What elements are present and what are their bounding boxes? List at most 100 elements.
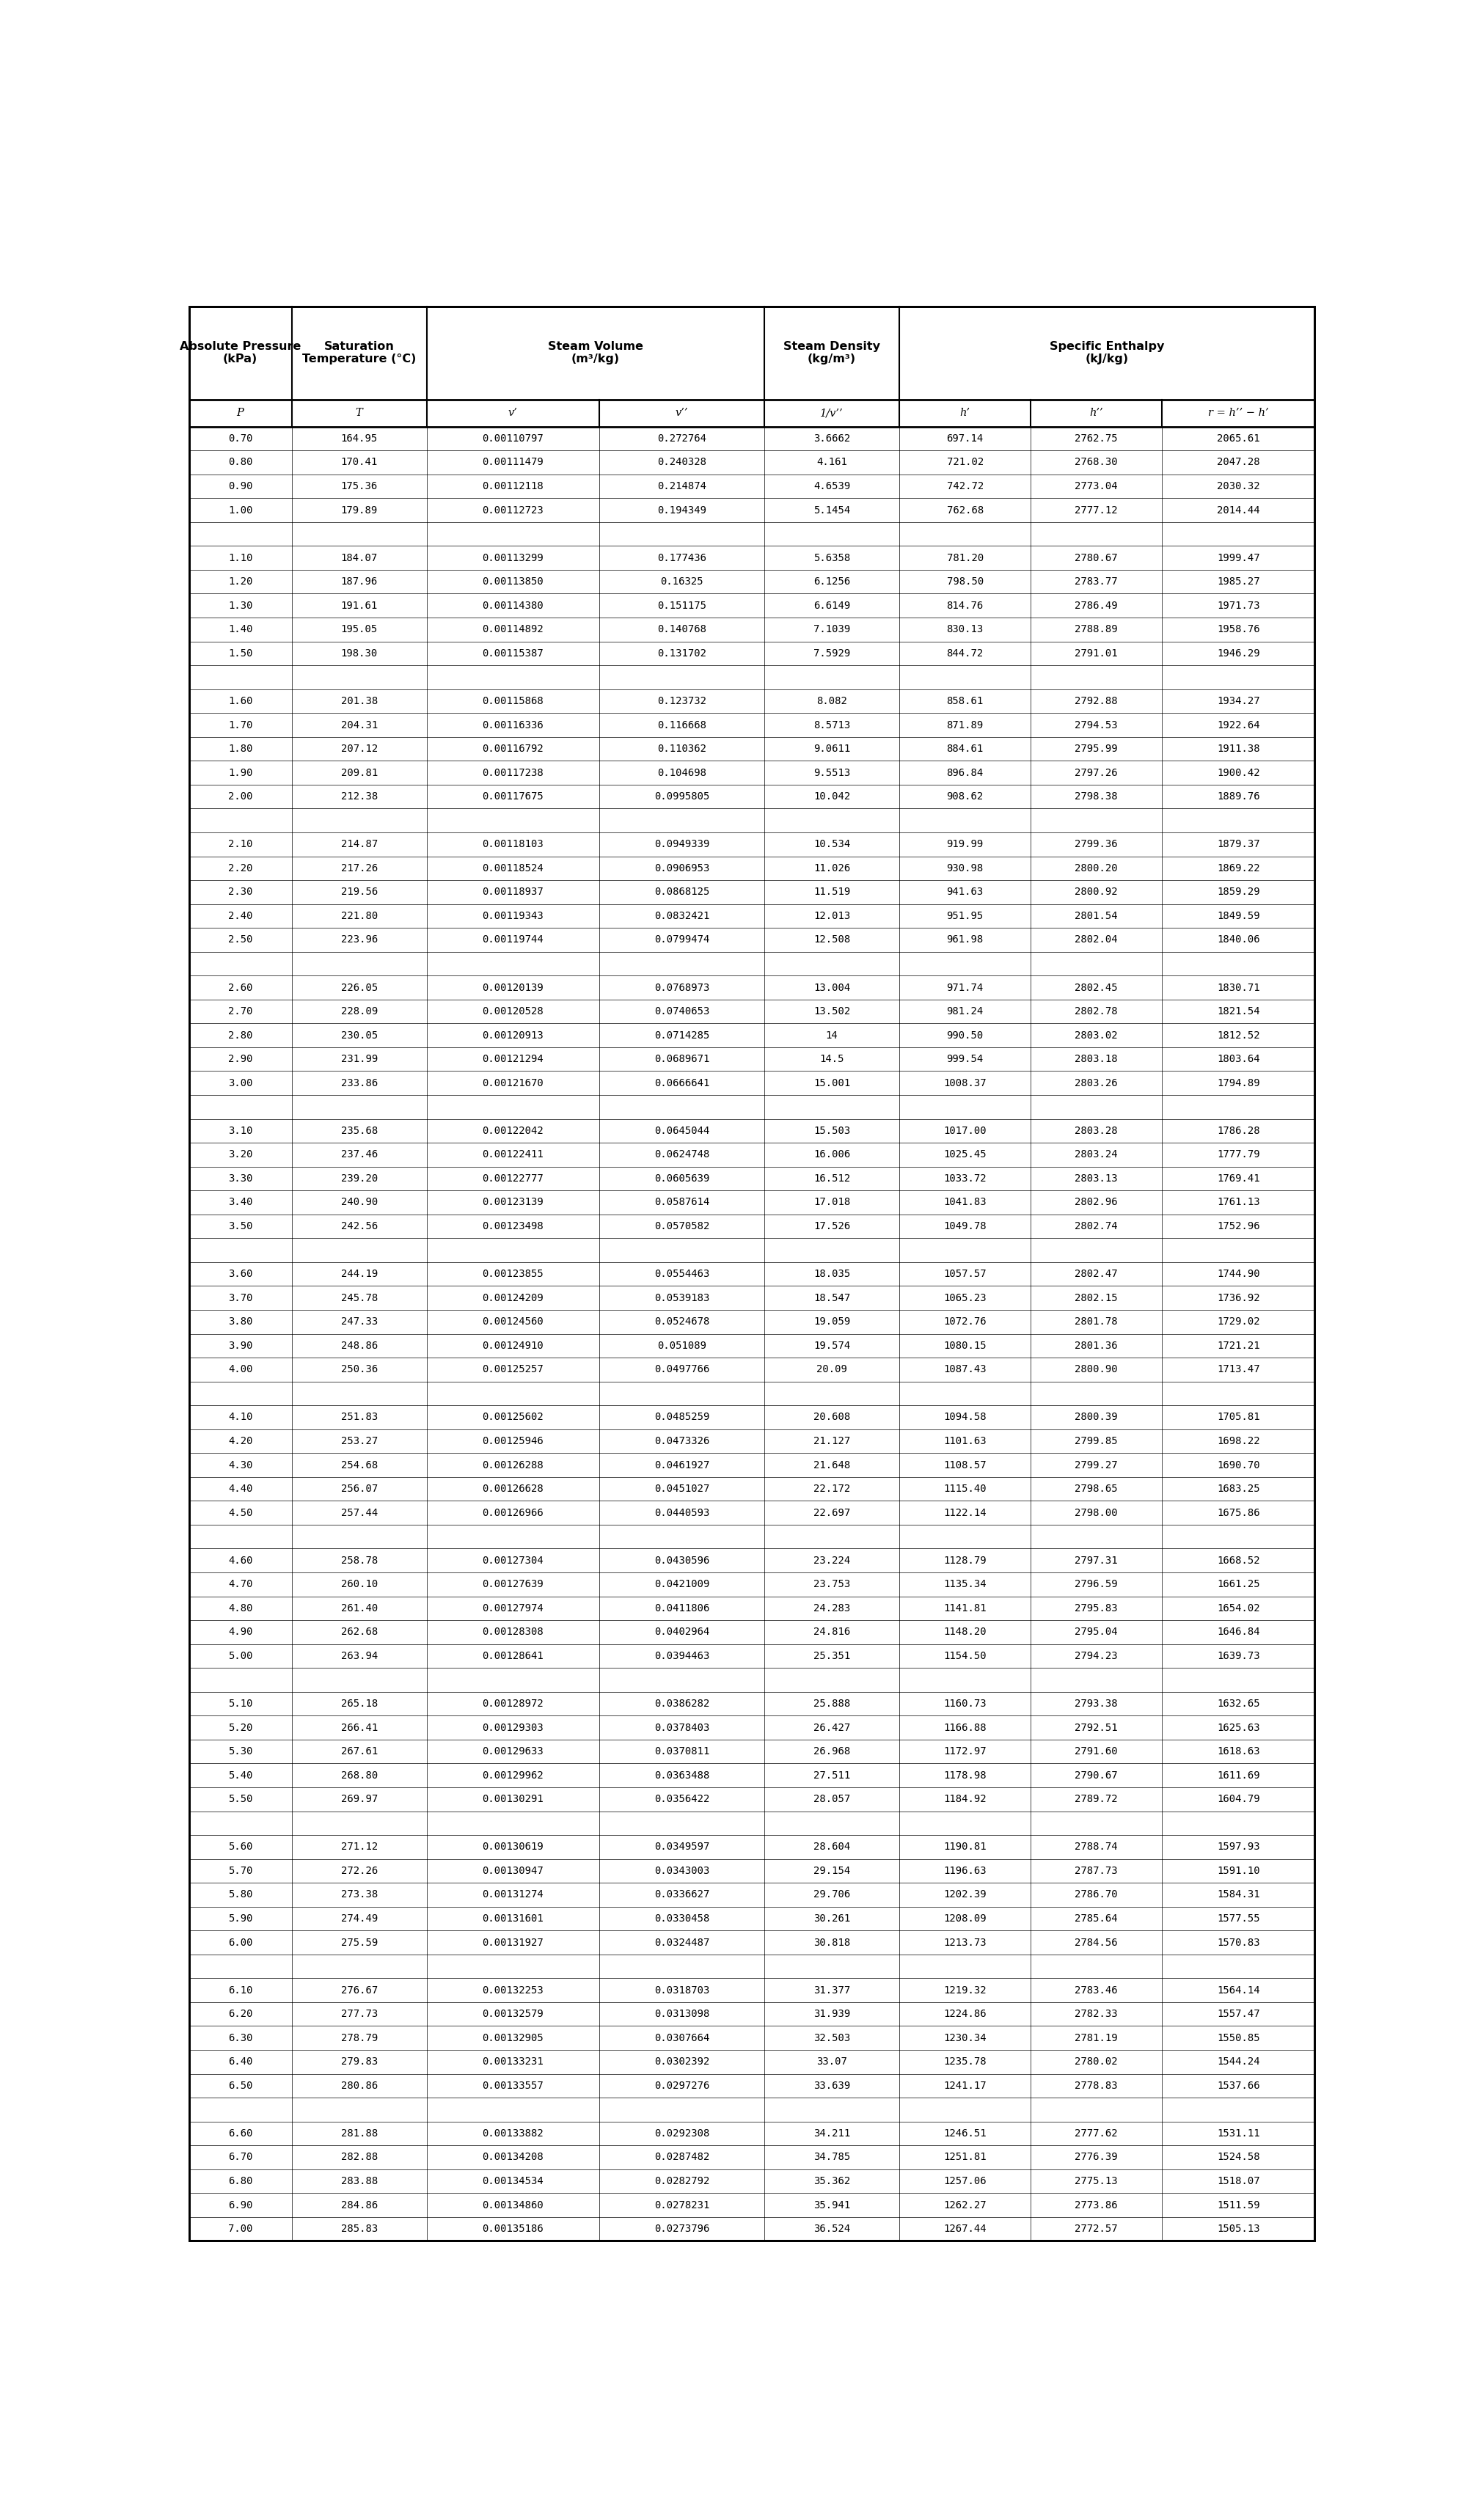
Text: 0.00134534: 0.00134534 — [483, 2177, 544, 2187]
Text: 1230.34: 1230.34 — [943, 2034, 987, 2044]
Text: 2801.54: 2801.54 — [1075, 910, 1118, 922]
Text: 1033.72: 1033.72 — [943, 1174, 987, 1184]
Text: 15.001: 15.001 — [813, 1079, 851, 1089]
Text: 0.123732: 0.123732 — [657, 696, 707, 706]
Text: 1830.71: 1830.71 — [1216, 983, 1260, 993]
Text: 0.0313098: 0.0313098 — [654, 2008, 710, 2019]
Text: 195.05: 195.05 — [340, 625, 377, 635]
Text: 245.78: 245.78 — [340, 1293, 377, 1303]
Text: 0.116668: 0.116668 — [657, 721, 707, 731]
Text: 0.00113850: 0.00113850 — [483, 577, 544, 587]
Text: 1178.98: 1178.98 — [943, 1769, 987, 1782]
Text: 35.362: 35.362 — [813, 2177, 851, 2187]
Text: 2783.77: 2783.77 — [1075, 577, 1118, 587]
Text: 0.00112723: 0.00112723 — [483, 504, 544, 514]
Text: 179.89: 179.89 — [340, 504, 377, 514]
Text: 0.00117238: 0.00117238 — [483, 769, 544, 779]
Text: 0.0587614: 0.0587614 — [654, 1197, 710, 1207]
Text: 16.512: 16.512 — [813, 1174, 851, 1184]
Text: 0.00130947: 0.00130947 — [483, 1865, 544, 1875]
Text: 0.00121294: 0.00121294 — [483, 1053, 544, 1063]
Text: 0.00132579: 0.00132579 — [483, 2008, 544, 2019]
Text: 1057.57: 1057.57 — [943, 1270, 987, 1280]
Text: 11.026: 11.026 — [813, 862, 851, 874]
Text: 228.09: 228.09 — [340, 1005, 377, 1016]
Text: 0.0402964: 0.0402964 — [654, 1628, 710, 1638]
Text: 1080.15: 1080.15 — [943, 1341, 987, 1351]
Text: 247.33: 247.33 — [340, 1315, 377, 1328]
Text: 282.88: 282.88 — [340, 2152, 377, 2162]
Text: 17.526: 17.526 — [813, 1222, 851, 1232]
Text: 0.00111479: 0.00111479 — [483, 456, 544, 469]
Text: 1041.83: 1041.83 — [943, 1197, 987, 1207]
Text: 1769.41: 1769.41 — [1216, 1174, 1260, 1184]
Text: 250.36: 250.36 — [340, 1363, 377, 1376]
Text: 2794.23: 2794.23 — [1075, 1651, 1118, 1661]
Text: 251.83: 251.83 — [340, 1411, 377, 1421]
Text: 781.20: 781.20 — [946, 552, 983, 562]
Text: 30.261: 30.261 — [813, 1913, 851, 1923]
Text: 272.26: 272.26 — [340, 1865, 377, 1875]
Text: Saturation
Temperature (°C): Saturation Temperature (°C) — [302, 340, 417, 365]
Text: 2800.20: 2800.20 — [1075, 862, 1118, 874]
Text: 1777.79: 1777.79 — [1216, 1149, 1260, 1159]
Text: 0.110362: 0.110362 — [657, 743, 707, 753]
Text: 1065.23: 1065.23 — [943, 1293, 987, 1303]
Text: 0.0411806: 0.0411806 — [654, 1603, 710, 1613]
Text: 2793.38: 2793.38 — [1075, 1698, 1118, 1709]
Text: 2800.39: 2800.39 — [1075, 1411, 1118, 1421]
Text: 201.38: 201.38 — [340, 696, 377, 706]
Text: 4.90: 4.90 — [227, 1628, 252, 1638]
Text: 239.20: 239.20 — [340, 1174, 377, 1184]
Text: 198.30: 198.30 — [340, 648, 377, 658]
Text: 2797.26: 2797.26 — [1075, 769, 1118, 779]
Text: 2799.85: 2799.85 — [1075, 1436, 1118, 1446]
Text: 14.5: 14.5 — [820, 1053, 844, 1063]
Text: 20.608: 20.608 — [813, 1411, 851, 1421]
Text: 0.00112118: 0.00112118 — [483, 481, 544, 491]
Text: 1584.31: 1584.31 — [1216, 1890, 1260, 1900]
Text: 1190.81: 1190.81 — [943, 1842, 987, 1852]
Text: 280.86: 280.86 — [340, 2082, 377, 2092]
Text: 0.00115387: 0.00115387 — [483, 648, 544, 658]
Text: 2801.78: 2801.78 — [1075, 1315, 1118, 1328]
Text: 2800.90: 2800.90 — [1075, 1363, 1118, 1376]
Text: 1008.37: 1008.37 — [943, 1079, 987, 1089]
Text: 4.30: 4.30 — [227, 1459, 252, 1469]
Text: 2789.72: 2789.72 — [1075, 1794, 1118, 1804]
Text: 0.00130619: 0.00130619 — [483, 1842, 544, 1852]
Text: 248.86: 248.86 — [340, 1341, 377, 1351]
Text: 258.78: 258.78 — [340, 1555, 377, 1565]
Text: 24.816: 24.816 — [813, 1628, 851, 1638]
Text: 4.161: 4.161 — [817, 456, 848, 469]
Text: 256.07: 256.07 — [340, 1484, 377, 1494]
Text: 273.38: 273.38 — [340, 1890, 377, 1900]
Text: 262.68: 262.68 — [340, 1628, 377, 1638]
Text: 28.057: 28.057 — [813, 1794, 851, 1804]
Text: 0.0287482: 0.0287482 — [654, 2152, 710, 2162]
Text: 1.20: 1.20 — [227, 577, 252, 587]
Text: 1752.96: 1752.96 — [1216, 1222, 1260, 1232]
Text: 2803.28: 2803.28 — [1075, 1126, 1118, 1137]
Text: 0.0524678: 0.0524678 — [654, 1315, 710, 1328]
Text: 2795.83: 2795.83 — [1075, 1603, 1118, 1613]
Text: 0.00116336: 0.00116336 — [483, 721, 544, 731]
Text: 253.27: 253.27 — [340, 1436, 377, 1446]
Text: 1639.73: 1639.73 — [1216, 1651, 1260, 1661]
Text: 0.00127639: 0.00127639 — [483, 1580, 544, 1590]
Text: 2792.88: 2792.88 — [1075, 696, 1118, 706]
Text: 2795.99: 2795.99 — [1075, 743, 1118, 753]
Text: 1999.47: 1999.47 — [1216, 552, 1260, 562]
Text: 0.00124910: 0.00124910 — [483, 1341, 544, 1351]
Text: 237.46: 237.46 — [340, 1149, 377, 1159]
Text: 0.00128641: 0.00128641 — [483, 1651, 544, 1661]
Text: 7.00: 7.00 — [227, 2223, 252, 2235]
Text: 5.20: 5.20 — [227, 1724, 252, 1734]
Text: 0.00126288: 0.00126288 — [483, 1459, 544, 1469]
Text: 0.70: 0.70 — [227, 433, 252, 444]
Text: 1128.79: 1128.79 — [943, 1555, 987, 1565]
Text: 1611.69: 1611.69 — [1216, 1769, 1260, 1782]
Text: 5.60: 5.60 — [227, 1842, 252, 1852]
Text: 1154.50: 1154.50 — [943, 1651, 987, 1661]
Text: 0.0689671: 0.0689671 — [654, 1053, 710, 1063]
